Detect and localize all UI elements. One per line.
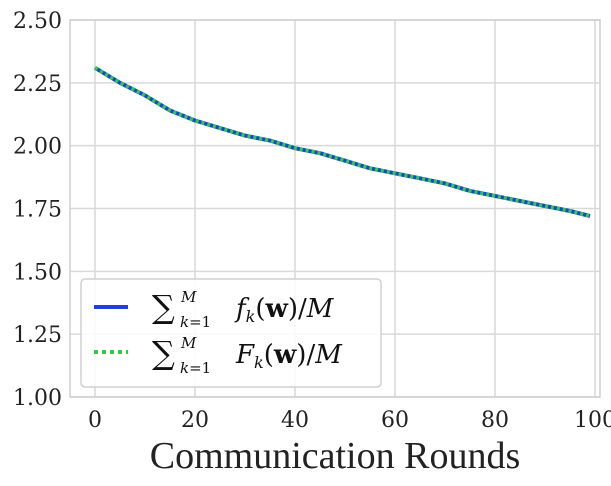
y-tick-label: 2.00 [13,135,62,160]
series-layer [93,66,591,218]
svg-text:k=1: k=1 [180,313,211,331]
y-tick-label: 1.25 [13,323,62,348]
x-tick-label: 0 [88,408,102,433]
series-line-1 [93,66,591,218]
x-tick-label: 20 [181,408,209,433]
legend-box [80,278,382,388]
svg-text:k=1: k=1 [180,359,211,377]
legend: ∑ M k=1 fk(w)/M ∑ M k=1 Fk(w)/M [80,278,382,388]
x-tick-label: 100 [574,408,611,433]
svg-text:Fk(w)/M: Fk(w)/M [235,340,343,372]
y-tick-label: 1.50 [13,260,62,285]
svg-text:∑: ∑ [152,288,175,326]
series-line-2 [93,66,591,218]
y-tick-label: 1.00 [13,386,62,411]
x-tick-label: 60 [381,408,409,433]
x-tick-label: 80 [481,408,509,433]
y-tick-label: 2.25 [13,72,62,97]
legend-label-f: ∑ M k=1 fk(w)/M [152,288,335,331]
legend-label-F: ∑ M k=1 Fk(w)/M [152,334,343,377]
svg-text:M: M [180,288,197,306]
x-tick-labels: 0 20 40 60 80 100 [88,408,611,433]
svg-text:∑: ∑ [152,334,175,372]
x-axis-label: Communication Rounds [150,435,521,477]
y-tick-label: 2.50 [13,9,62,34]
plot-frame [69,19,601,398]
x-tick-label: 40 [281,408,309,433]
svg-text:M: M [180,334,197,352]
y-tick-label: 1.75 [13,198,62,223]
y-tick-labels: 1.00 1.25 1.50 1.75 2.00 2.25 2.50 [13,9,62,411]
